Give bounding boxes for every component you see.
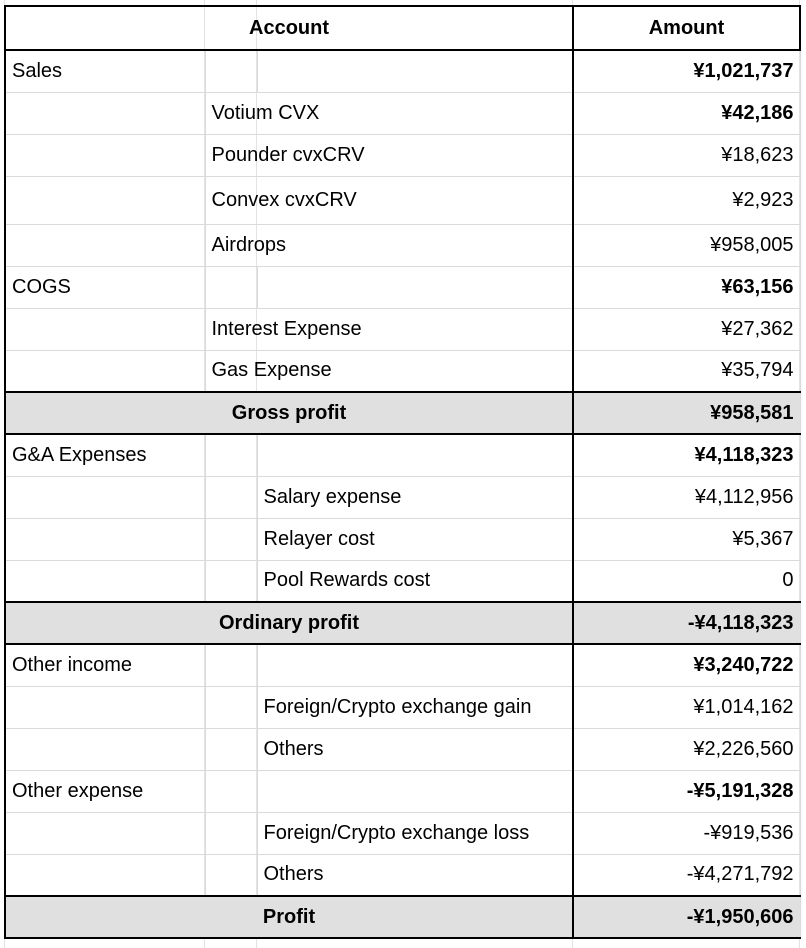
sub-label-cell[interactable]: Airdrops xyxy=(205,224,574,267)
amount-cell[interactable]: ¥1,021,737 xyxy=(572,50,801,93)
sub-label-cell[interactable]: Foreign/Crypto exchange loss xyxy=(257,812,574,855)
sub-label-cell[interactable]: Convex cvxCRV xyxy=(205,176,574,225)
sub-label-cell[interactable]: Salary expense xyxy=(257,476,574,519)
sub-label-cell[interactable]: Pool Rewards cost xyxy=(257,560,574,603)
table-row: Ordinary profit -¥4,118,323 xyxy=(3,601,801,645)
empty-cell[interactable] xyxy=(4,308,206,351)
empty-cell[interactable] xyxy=(4,176,206,225)
sub-label-cell[interactable]: Gas Expense xyxy=(205,350,574,393)
empty-cell[interactable] xyxy=(4,350,206,393)
table-row: Foreign/Crypto exchange loss -¥919,536 xyxy=(4,812,801,855)
empty-cell[interactable] xyxy=(257,644,574,687)
empty-cell[interactable] xyxy=(4,686,206,729)
table-row: Others ¥2,226,560 xyxy=(4,728,801,771)
sub-label-cell[interactable]: Votium CVX xyxy=(205,92,574,135)
empty-cell[interactable] xyxy=(205,50,258,93)
empty-cell[interactable] xyxy=(205,266,258,309)
amount-cell[interactable]: ¥63,156 xyxy=(572,266,801,309)
amount-cell[interactable]: ¥4,112,956 xyxy=(572,476,801,519)
group-label-cell[interactable]: COGS xyxy=(4,266,206,309)
amount-cell[interactable]: ¥958,581 xyxy=(572,391,801,435)
empty-cell[interactable] xyxy=(205,560,258,603)
empty-cell[interactable] xyxy=(205,770,258,813)
summary-label-cell[interactable]: Profit xyxy=(3,895,574,939)
sub-label-cell[interactable]: Pounder cvxCRV xyxy=(205,134,574,177)
table-row: Gross profit ¥958,581 xyxy=(3,391,801,435)
table-row: Salary expense ¥4,112,956 xyxy=(4,476,801,519)
empty-cell[interactable] xyxy=(4,224,206,267)
table-row: Airdrops ¥958,005 xyxy=(4,224,801,267)
amount-cell[interactable]: ¥4,118,323 xyxy=(572,434,801,477)
table-row: G&A Expenses ¥4,118,323 xyxy=(4,434,801,477)
amount-cell[interactable]: ¥1,014,162 xyxy=(572,686,801,729)
empty-cell[interactable] xyxy=(205,854,258,897)
header-row: Account Amount xyxy=(3,5,802,51)
empty-cell[interactable] xyxy=(205,644,258,687)
table-row: Votium CVX ¥42,186 xyxy=(4,92,801,135)
group-label-cell[interactable]: Sales xyxy=(4,50,206,93)
amount-cell[interactable]: -¥4,118,323 xyxy=(572,601,801,645)
group-label-cell[interactable]: G&A Expenses xyxy=(4,434,206,477)
sub-label-cell[interactable]: Others xyxy=(257,854,574,897)
empty-cell[interactable] xyxy=(257,266,574,309)
amount-cell[interactable]: ¥27,362 xyxy=(572,308,801,351)
amount-cell[interactable]: ¥3,240,722 xyxy=(572,644,801,687)
amount-cell[interactable]: ¥2,226,560 xyxy=(572,728,801,771)
table-row: Others -¥4,271,792 xyxy=(4,854,801,897)
sub-label-cell[interactable]: Interest Expense xyxy=(205,308,574,351)
amount-cell[interactable]: ¥2,923 xyxy=(572,176,801,225)
sub-label-cell[interactable]: Foreign/Crypto exchange gain xyxy=(257,686,574,729)
profit-loss-table: Account Amount Sales ¥1,021,737 Votium CVX… xyxy=(3,5,802,939)
group-label-cell[interactable]: Other income xyxy=(4,644,206,687)
empty-cell[interactable] xyxy=(4,812,206,855)
table-row: Other income ¥3,240,722 xyxy=(4,644,801,687)
amount-cell[interactable]: -¥919,536 xyxy=(572,812,801,855)
empty-cell[interactable] xyxy=(205,686,258,729)
empty-cell[interactable] xyxy=(4,560,206,603)
empty-cell[interactable] xyxy=(257,50,574,93)
table-row: Convex cvxCRV ¥2,923 xyxy=(4,176,801,225)
empty-cell[interactable] xyxy=(4,92,206,135)
table-row: Sales ¥1,021,737 xyxy=(4,50,801,93)
empty-cell[interactable] xyxy=(257,770,574,813)
amount-cell[interactable]: ¥18,623 xyxy=(572,134,801,177)
table-row: Interest Expense ¥27,362 xyxy=(4,308,801,351)
amount-cell[interactable]: ¥42,186 xyxy=(572,92,801,135)
amount-cell[interactable]: -¥1,950,606 xyxy=(572,895,801,939)
account-header[interactable]: Account xyxy=(3,5,575,51)
empty-cell[interactable] xyxy=(4,518,206,561)
empty-cell[interactable] xyxy=(205,434,258,477)
table-row: Other expense -¥5,191,328 xyxy=(4,770,801,813)
table-row: Profit -¥1,950,606 xyxy=(3,895,801,939)
table-row: Relayer cost ¥5,367 xyxy=(4,518,801,561)
empty-cell[interactable] xyxy=(205,812,258,855)
sub-label-cell[interactable]: Relayer cost xyxy=(257,518,574,561)
sub-label-cell[interactable]: Others xyxy=(257,728,574,771)
empty-cell[interactable] xyxy=(4,134,206,177)
summary-label-cell[interactable]: Ordinary profit xyxy=(3,601,574,645)
amount-cell[interactable]: ¥5,367 xyxy=(572,518,801,561)
table-row: Foreign/Crypto exchange gain ¥1,014,162 xyxy=(4,686,801,729)
empty-cell[interactable] xyxy=(205,476,258,519)
table-row: Pool Rewards cost 0 xyxy=(4,560,801,603)
table-row: COGS ¥63,156 xyxy=(4,266,801,309)
table-row: Pounder cvxCRV ¥18,623 xyxy=(4,134,801,177)
empty-cell[interactable] xyxy=(205,518,258,561)
amount-cell[interactable]: ¥35,794 xyxy=(572,350,801,393)
empty-cell[interactable] xyxy=(4,728,206,771)
summary-label-cell[interactable]: Gross profit xyxy=(3,391,574,435)
amount-cell[interactable]: -¥4,271,792 xyxy=(572,854,801,897)
amount-cell[interactable]: -¥5,191,328 xyxy=(572,770,801,813)
group-label-cell[interactable]: Other expense xyxy=(4,770,206,813)
empty-cell[interactable] xyxy=(205,728,258,771)
amount-cell[interactable]: 0 xyxy=(572,560,801,603)
empty-cell[interactable] xyxy=(4,476,206,519)
amount-cell[interactable]: ¥958,005 xyxy=(572,224,801,267)
amount-header[interactable]: Amount xyxy=(572,5,802,51)
empty-cell[interactable] xyxy=(4,854,206,897)
table-row: Gas Expense ¥35,794 xyxy=(4,350,801,393)
empty-cell[interactable] xyxy=(257,434,574,477)
